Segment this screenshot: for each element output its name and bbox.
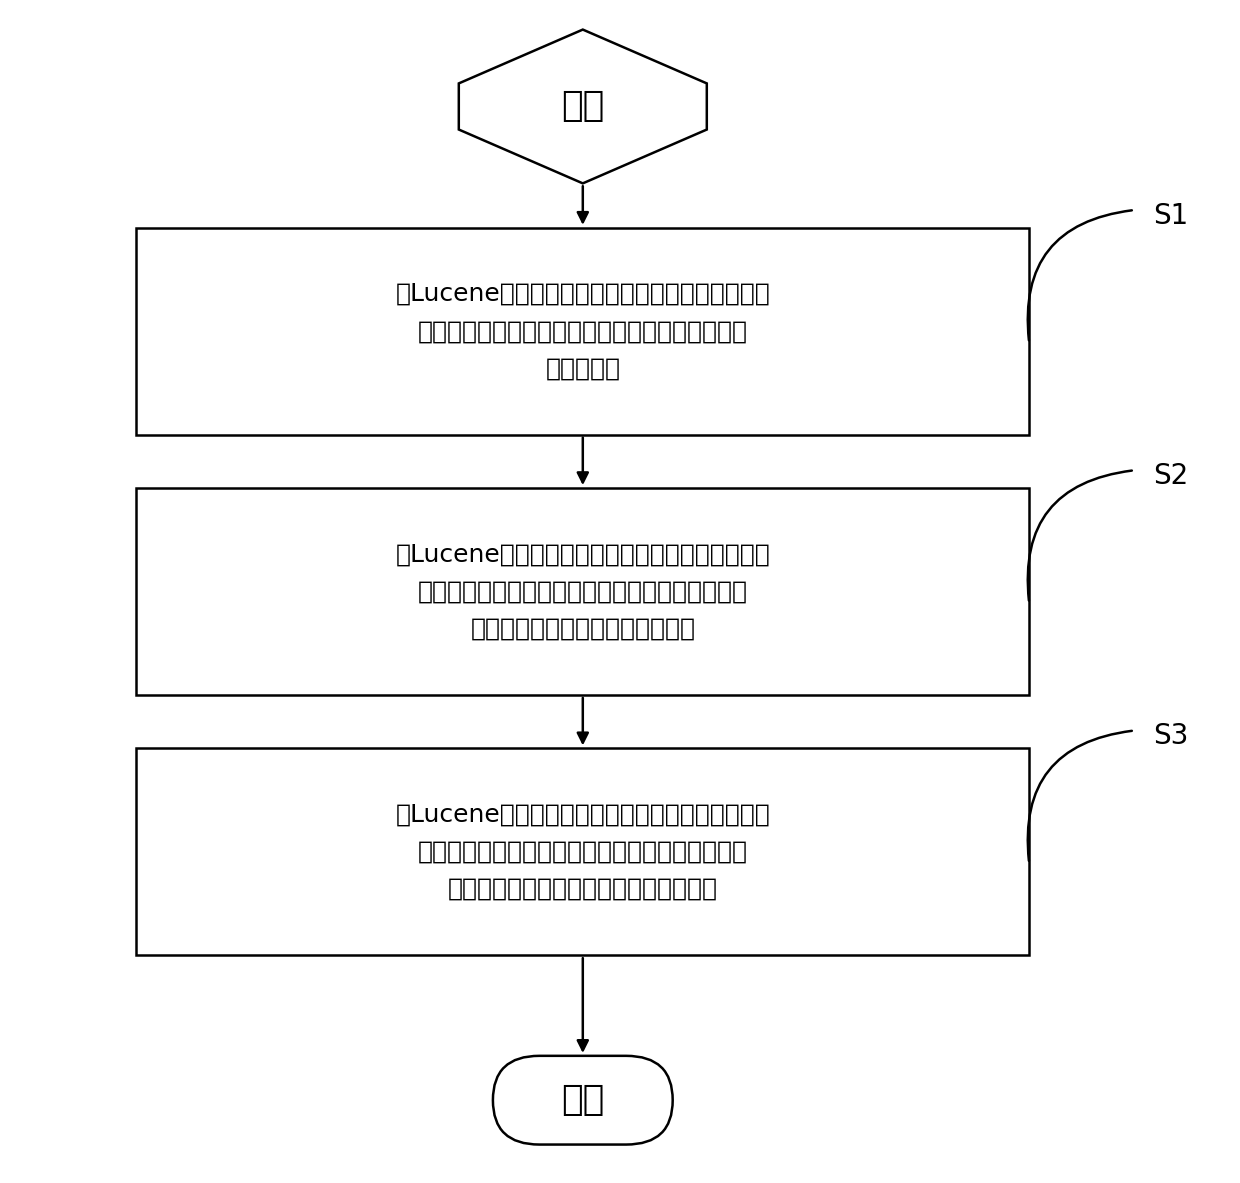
Bar	[136, 228, 1029, 435]
Text: 开始: 开始	[562, 90, 604, 123]
Bar	[136, 489, 1029, 696]
Text: S1: S1	[1153, 202, 1188, 230]
FancyBboxPatch shape	[492, 1055, 672, 1145]
Text: S2: S2	[1153, 463, 1188, 490]
Text: 当Lucene处于索引状态时，判断堆外内存索引容量
大小，若所述索引容量达到需求值，则在堆外内存
索引中打开输出流以写入索引数据: 当Lucene处于索引状态时，判断堆外内存索引容量 大小，若所述索引容量达到需求…	[396, 542, 770, 641]
Text: S3: S3	[1153, 723, 1189, 750]
Bar	[136, 748, 1029, 956]
Text: 当Lucene处于启动状态时，在堆外内存中为索引数
据分配指定大小的内存并放入内存池后，对堆外缓
存索引预热: 当Lucene处于启动状态时，在堆外内存中为索引数 据分配指定大小的内存并放入内…	[396, 282, 770, 381]
Text: 当Lucene处于搜索状态时，判断堆外内存索引中是
否存在当前需要读取的索引数据，若存在，则在堆
外内存索引中打开输入流以读取索引数据: 当Lucene处于搜索状态时，判断堆外内存索引中是 否存在当前需要读取的索引数据…	[396, 802, 770, 901]
Text: 结束: 结束	[562, 1084, 604, 1117]
Polygon shape	[459, 30, 707, 183]
